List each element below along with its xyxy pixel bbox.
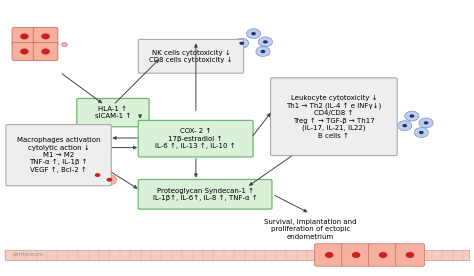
Ellipse shape: [41, 49, 50, 55]
Text: Survival, implantation and
proliferation of ectopic
endometrium: Survival, implantation and proliferation…: [264, 219, 356, 240]
Ellipse shape: [20, 49, 28, 55]
Ellipse shape: [235, 38, 249, 48]
FancyBboxPatch shape: [138, 179, 272, 209]
Ellipse shape: [414, 128, 428, 137]
Text: peritoneum: peritoneum: [12, 253, 44, 258]
Ellipse shape: [352, 252, 360, 258]
Ellipse shape: [325, 252, 333, 258]
FancyBboxPatch shape: [33, 28, 58, 45]
Text: HLA-1 ↑
sICAM-1 ↑: HLA-1 ↑ sICAM-1 ↑: [95, 106, 131, 119]
Ellipse shape: [406, 252, 414, 258]
Ellipse shape: [402, 124, 407, 127]
Ellipse shape: [102, 174, 117, 185]
Ellipse shape: [424, 121, 428, 124]
FancyBboxPatch shape: [6, 124, 111, 186]
FancyBboxPatch shape: [12, 43, 36, 60]
Ellipse shape: [239, 42, 244, 45]
Ellipse shape: [419, 118, 433, 128]
Ellipse shape: [41, 33, 50, 39]
Ellipse shape: [258, 37, 273, 47]
Ellipse shape: [256, 47, 270, 56]
FancyBboxPatch shape: [395, 244, 425, 266]
FancyBboxPatch shape: [5, 250, 469, 260]
FancyBboxPatch shape: [12, 28, 36, 45]
Text: NK cells cytotoxicity ↓
CD8 cells cytotoxicity ↓: NK cells cytotoxicity ↓ CD8 cells cytoto…: [149, 50, 233, 63]
Ellipse shape: [379, 252, 387, 258]
Ellipse shape: [246, 29, 261, 39]
FancyBboxPatch shape: [341, 244, 371, 266]
FancyBboxPatch shape: [271, 78, 397, 156]
Text: Macrophages activation
cytolytic action ↓
M1 → M2
TNF-α ↑, IL-1β ↑
VEGF ↑, Bcl-2: Macrophages activation cytolytic action …: [17, 137, 100, 173]
Ellipse shape: [419, 131, 424, 134]
Text: Leukocyte cytotoxicity ↓
Th1 → Th2 (IL-4 ↑ e INFγ↓)
CD4/CD8 ↑
Treg ↑ → TGF-β → T: Leukocyte cytotoxicity ↓ Th1 → Th2 (IL-4…: [286, 95, 382, 139]
Ellipse shape: [95, 173, 100, 177]
Text: COX- 2 ↑
17β-estradiol ↑
IL-6 ↑, IL-13 ↑, IL-10 ↑: COX- 2 ↑ 17β-estradiol ↑ IL-6 ↑, IL-13 ↑…: [155, 128, 236, 149]
Text: Proteoglycan Syndecan-1 ↑
IL-1β↑, IL-6↑, IL-8 ↑, TNF-α ↑: Proteoglycan Syndecan-1 ↑ IL-1β↑, IL-6↑,…: [153, 187, 257, 201]
FancyBboxPatch shape: [77, 99, 149, 127]
FancyBboxPatch shape: [138, 120, 253, 157]
Ellipse shape: [263, 40, 268, 44]
Ellipse shape: [405, 111, 419, 121]
Ellipse shape: [20, 33, 28, 39]
Ellipse shape: [62, 43, 67, 47]
FancyBboxPatch shape: [368, 244, 398, 266]
Ellipse shape: [261, 50, 265, 53]
FancyBboxPatch shape: [315, 244, 344, 266]
Ellipse shape: [251, 32, 256, 35]
FancyBboxPatch shape: [33, 43, 58, 60]
Ellipse shape: [91, 170, 105, 180]
FancyBboxPatch shape: [138, 39, 244, 73]
Ellipse shape: [398, 121, 412, 131]
Ellipse shape: [410, 114, 414, 118]
Ellipse shape: [107, 178, 112, 182]
